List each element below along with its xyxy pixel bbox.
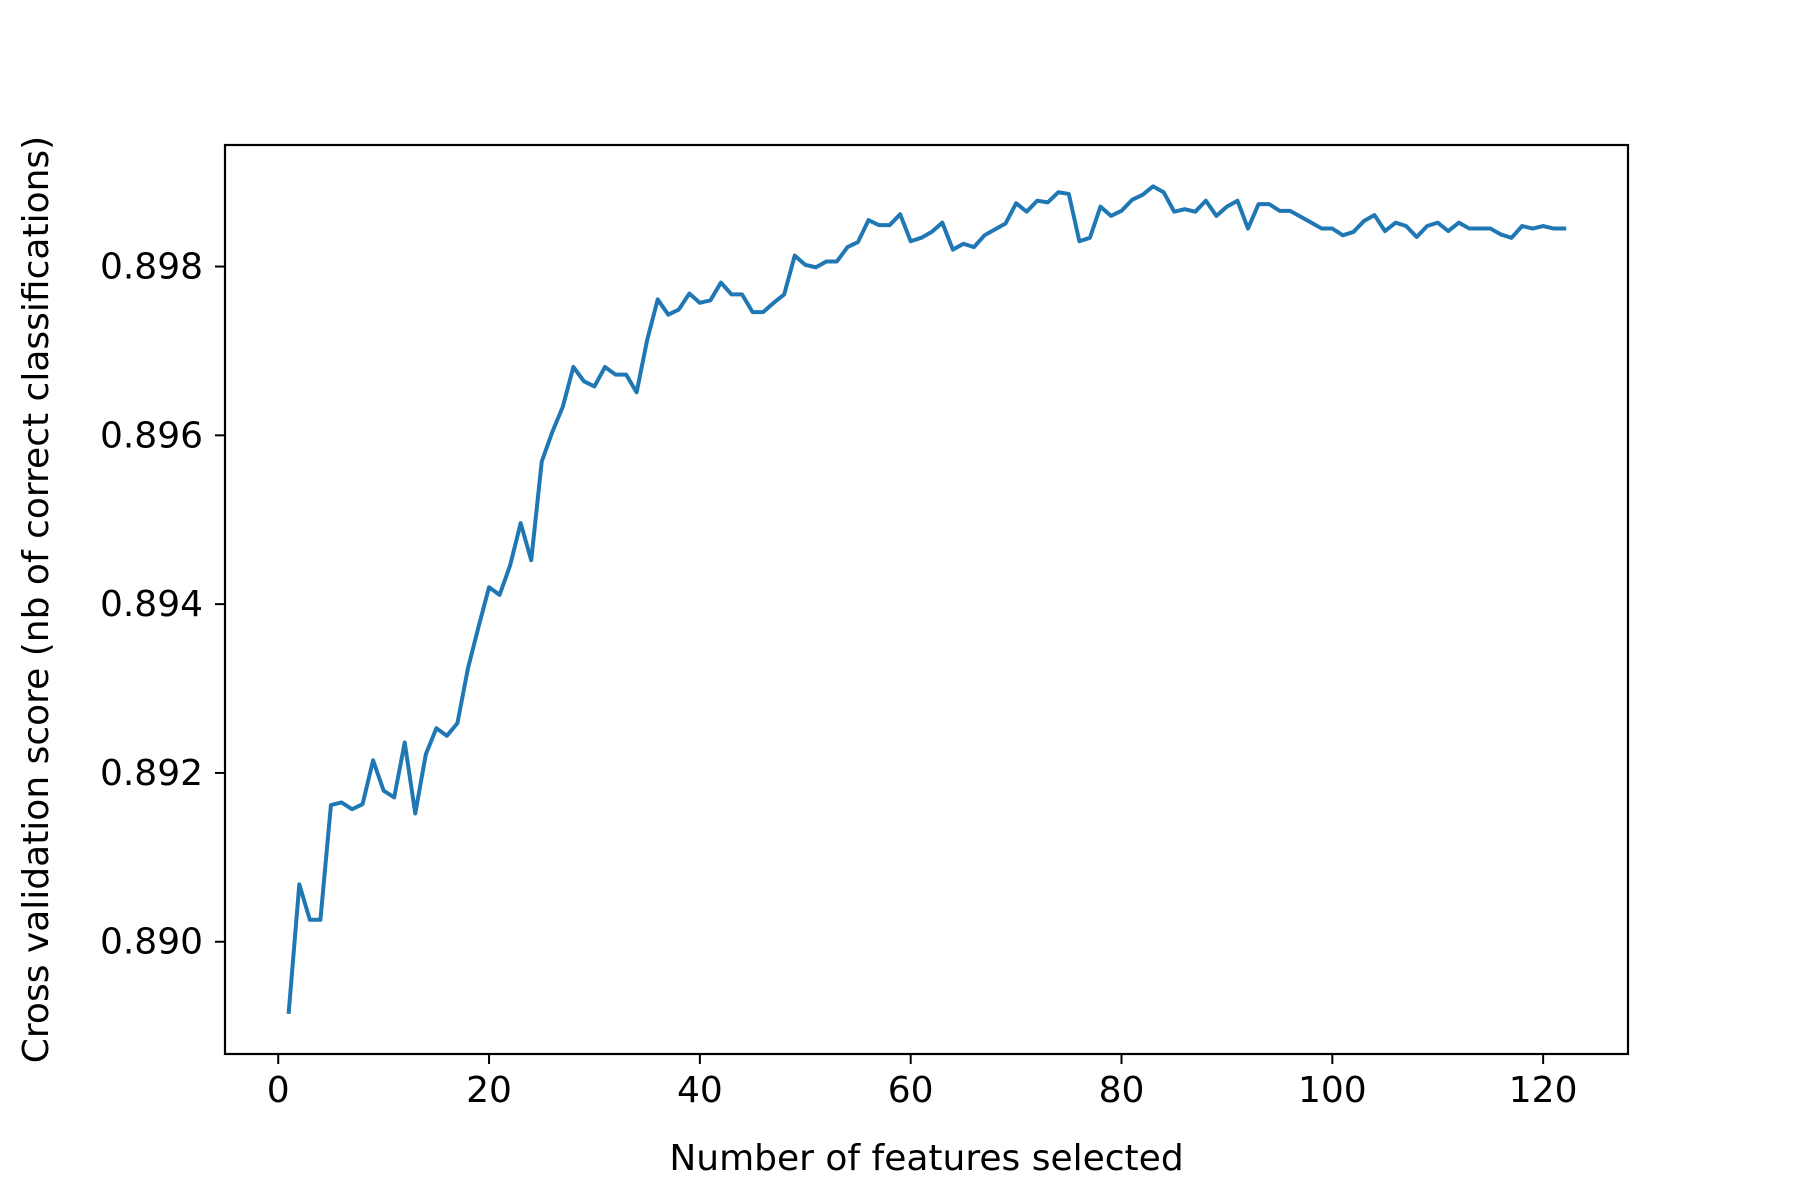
plot-frame: [223, 143, 1630, 1056]
series-line-0: [286, 184, 1567, 1014]
y-tick-label: 0.896: [100, 415, 203, 456]
x-axis-label: Number of features selected: [669, 1138, 1183, 1179]
x-tick-label: 20: [466, 1070, 512, 1111]
y-tick-label: 0.890: [100, 922, 203, 963]
x-tick-label: 40: [677, 1070, 723, 1111]
y-tick-label: 0.898: [100, 247, 203, 288]
plot-area: [286, 184, 1567, 1014]
x-tick-label: 60: [888, 1070, 934, 1111]
y-axis-label: Cross validation score (nb of correct cl…: [16, 136, 57, 1063]
y-tick-label: 0.894: [100, 584, 203, 625]
x-tick-label: 0: [267, 1070, 290, 1111]
x-tick-label: 100: [1298, 1070, 1367, 1111]
axes: 0 20 40 60 80 100 120 0.890 0.892 0.894 0.896 0.898: [100, 143, 1630, 1111]
y-tick-label: 0.892: [100, 753, 203, 794]
x-tick-label: 120: [1509, 1070, 1578, 1111]
x-tick-label: 80: [1099, 1070, 1145, 1111]
